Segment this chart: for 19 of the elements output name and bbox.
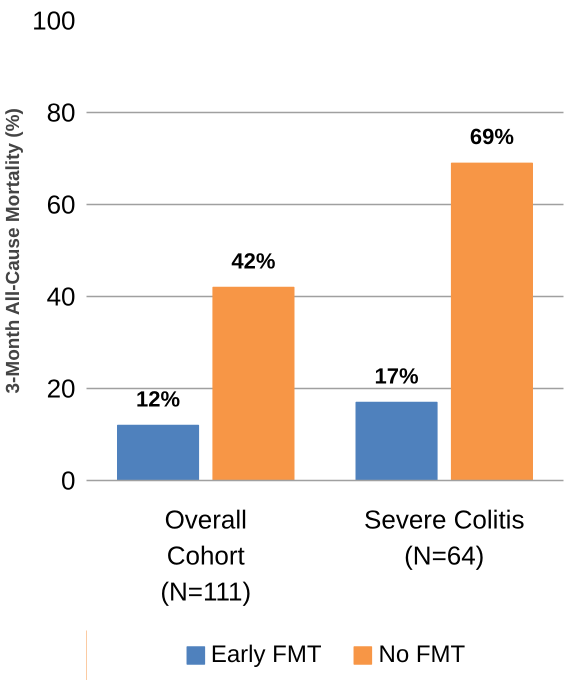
y-axis-title: 3-Month All-Cause Mortality (%) — [3, 108, 24, 394]
data-label: 69% — [470, 124, 514, 150]
data-label: 42% — [231, 248, 276, 274]
y-tick-label: 80 — [46, 98, 76, 128]
data-label: 12% — [136, 386, 180, 412]
bar — [212, 286, 294, 480]
y-tick-label: 100 — [32, 6, 76, 36]
y-tick-label: 40 — [46, 282, 76, 312]
bar — [356, 402, 438, 480]
y-tick-label: 60 — [46, 190, 76, 220]
y-tick-label: 20 — [46, 374, 76, 404]
x-tick-label: Severe Colitis (N=64) — [364, 504, 524, 570]
y-tick-label: 0 — [61, 466, 76, 496]
bar — [450, 162, 533, 480]
legend-label: No FMT — [378, 641, 466, 669]
x-tick-label: Overall Cohort (N=111) — [160, 504, 252, 606]
legend-label: Early FMT — [210, 641, 322, 669]
bar — [117, 424, 200, 480]
data-label: 17% — [374, 363, 419, 388]
